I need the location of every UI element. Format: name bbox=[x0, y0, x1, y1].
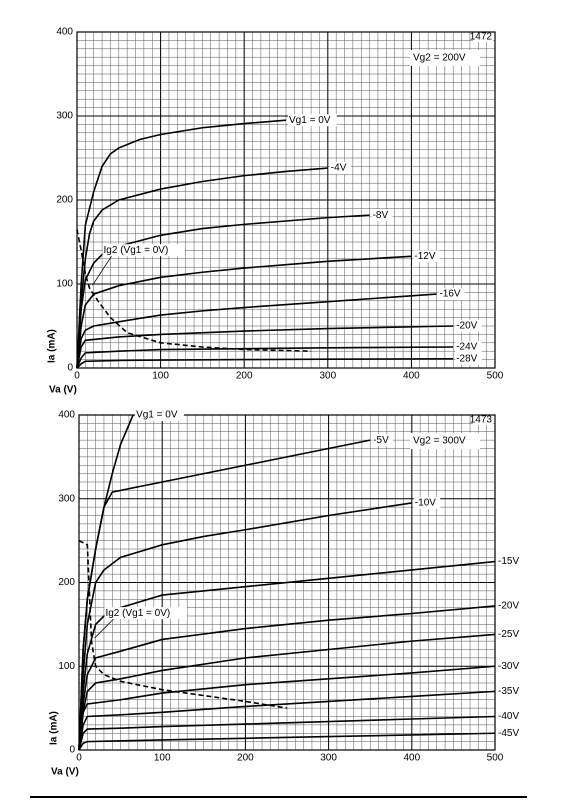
x-tick-label: 500 bbox=[487, 371, 504, 382]
curve-label-bg bbox=[455, 352, 482, 365]
y-axis-label: Ia (mA) bbox=[47, 329, 58, 363]
curve bbox=[76, 167, 328, 369]
curve-label-bg bbox=[455, 320, 482, 332]
curve-label: -8V bbox=[373, 210, 389, 221]
curve-label: Vg1 = 0V bbox=[289, 115, 331, 126]
curve-label: -25V bbox=[498, 629, 519, 640]
curve bbox=[78, 715, 496, 751]
curve-label-bg bbox=[497, 628, 524, 641]
y-tick-label: 200 bbox=[56, 195, 73, 206]
x-tick-label: 0 bbox=[74, 371, 80, 382]
curve-label-bg bbox=[329, 162, 351, 175]
curve-label: -16V bbox=[439, 289, 460, 300]
curve-label: -12V bbox=[414, 251, 435, 262]
x-tick-label: 400 bbox=[403, 371, 420, 382]
curve bbox=[78, 539, 288, 709]
x-tick-label: 200 bbox=[236, 371, 253, 382]
x-tick-label: 300 bbox=[320, 753, 337, 764]
y-tick-label: 400 bbox=[56, 27, 73, 38]
note-bg bbox=[410, 50, 480, 66]
y-tick-label: 100 bbox=[58, 661, 75, 672]
curve-label-bg bbox=[497, 599, 524, 612]
figure-number-bg bbox=[473, 416, 493, 425]
curve-label: Ig2 (Vg1 = 0V) bbox=[105, 608, 170, 619]
curve-label-bg bbox=[497, 555, 524, 568]
curve bbox=[76, 214, 370, 369]
curve-label-bg bbox=[497, 660, 524, 673]
curve-label-bg bbox=[135, 409, 184, 421]
curve-label: -30V bbox=[498, 661, 519, 672]
curve bbox=[76, 325, 454, 369]
x-tick-label: 500 bbox=[487, 753, 504, 764]
note: Vg2 = 200V bbox=[413, 53, 466, 64]
plot-frame bbox=[78, 414, 496, 751]
note-bg bbox=[410, 433, 480, 449]
curve bbox=[76, 255, 412, 369]
curve-label: -28V bbox=[456, 353, 477, 364]
chart: 0 100 200 300 400 500 0 100 200 300 400 Va (V) Ia (m… bbox=[49, 409, 524, 778]
curve-label-bg bbox=[102, 244, 185, 257]
y-tick-label: 300 bbox=[58, 493, 75, 504]
curve-label-bg bbox=[372, 434, 393, 447]
y-tick-label: 200 bbox=[58, 577, 75, 588]
curve-label-bg bbox=[497, 710, 524, 723]
curve bbox=[76, 229, 312, 352]
x-tick-label: 300 bbox=[319, 371, 336, 382]
x-axis-label: Va (V) bbox=[51, 767, 79, 778]
curve-label: -40V bbox=[498, 711, 519, 722]
x-tick-label: 200 bbox=[237, 753, 254, 764]
note: Vg2 = 300V bbox=[413, 436, 466, 447]
curve-label-bg bbox=[413, 250, 440, 263]
curve bbox=[78, 605, 496, 751]
x-tick-label: 400 bbox=[403, 753, 420, 764]
curve-label-bg bbox=[104, 607, 187, 620]
curve-label: Vg1 = 0V bbox=[136, 410, 178, 421]
curve bbox=[78, 732, 496, 751]
curve bbox=[76, 357, 454, 369]
y-tick-label: 300 bbox=[56, 111, 73, 122]
curve bbox=[78, 665, 496, 751]
curve bbox=[76, 119, 287, 369]
curve bbox=[76, 346, 454, 369]
curve-label: -24V bbox=[456, 342, 477, 353]
curve bbox=[78, 502, 412, 751]
annotation-arrow bbox=[92, 255, 112, 286]
chart: 0 100 200 300 400 500 0 100 200 300 400 Va (V) Ia (m… bbox=[47, 27, 504, 396]
curve-label: -20V bbox=[498, 601, 519, 612]
curve-label: -10V bbox=[415, 498, 436, 509]
curve bbox=[76, 293, 437, 369]
y-tick-label: 0 bbox=[69, 745, 75, 756]
figure-number-bg bbox=[473, 33, 493, 42]
curve-label: -20V bbox=[456, 321, 477, 332]
y-tick-label: 0 bbox=[67, 363, 73, 374]
curve-label-bg bbox=[497, 685, 524, 698]
curve-label: -35V bbox=[498, 686, 519, 697]
curve-label-bg bbox=[438, 288, 465, 301]
y-axis-label: Ia (mA) bbox=[49, 711, 60, 745]
curve-label-bg bbox=[455, 341, 482, 353]
curve-label: Ig2 (Vg1 = 0V) bbox=[104, 245, 169, 256]
figure-number: 1473 bbox=[470, 415, 493, 426]
x-tick-label: 0 bbox=[76, 753, 82, 764]
x-axis-label: Va (V) bbox=[49, 385, 77, 396]
curve bbox=[78, 633, 496, 751]
y-tick-label: 400 bbox=[58, 410, 75, 421]
plot-frame bbox=[76, 31, 496, 369]
curve-label: -45V bbox=[498, 728, 519, 739]
figure-number: 1472 bbox=[470, 32, 493, 43]
y-tick-label: 100 bbox=[56, 279, 73, 290]
x-tick-label: 100 bbox=[152, 371, 169, 382]
curve bbox=[78, 690, 496, 751]
curve bbox=[78, 439, 371, 751]
curve-label-bg bbox=[288, 114, 337, 127]
curve-label: -15V bbox=[498, 556, 519, 567]
curve-label: -5V bbox=[373, 435, 389, 446]
curve-label-bg bbox=[497, 727, 524, 740]
x-tick-label: 100 bbox=[154, 753, 171, 764]
curve-label-bg bbox=[371, 209, 393, 222]
curve-label-bg bbox=[413, 496, 441, 509]
annotation-arrow bbox=[94, 618, 114, 639]
curve-label: -4V bbox=[331, 163, 347, 174]
